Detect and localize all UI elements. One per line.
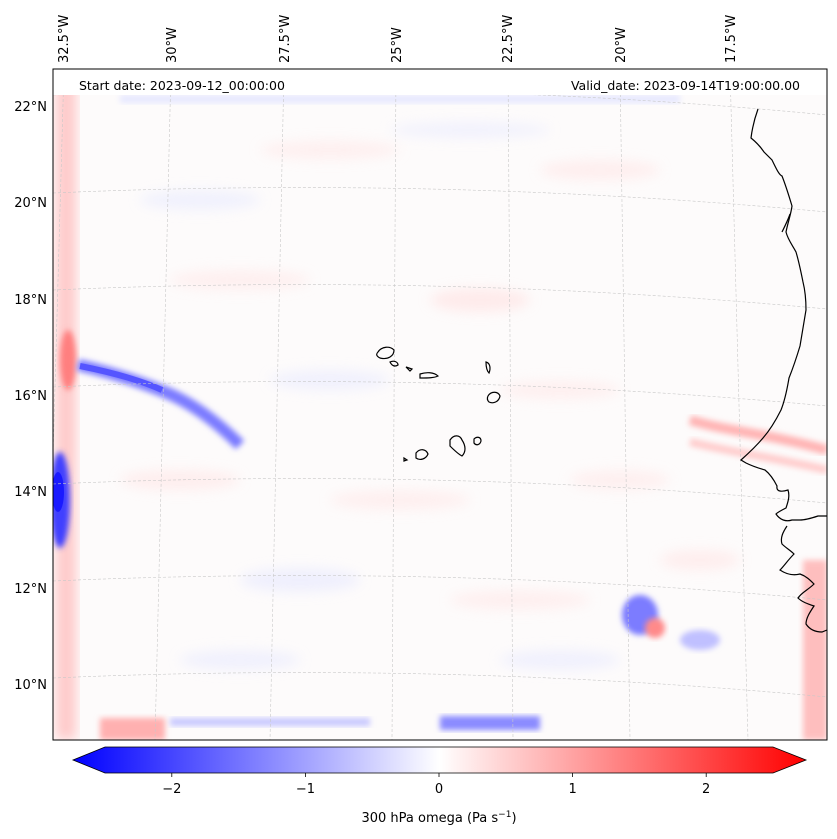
lon-label-27-5w: 27.5°W <box>278 15 293 63</box>
start-date-label: Start date: 2023-09-12_00:00:00 <box>79 78 285 93</box>
coastline <box>739 108 828 633</box>
lon-label-17-5w: 17.5°W <box>724 15 739 63</box>
lon-label-25w: 25°W <box>390 27 405 63</box>
latitude-labels: 22°N 20°N 18°N 16°N 14°N 12°N 10°N <box>14 100 47 693</box>
omega-field <box>53 69 827 740</box>
lat-label-20n: 20°N <box>14 196 47 211</box>
colorbar-tick-label: −1 <box>296 782 315 797</box>
colorbar-ticks: −2 −1 0 1 2 <box>162 773 710 797</box>
colorbar-tick-label: −2 <box>162 782 181 797</box>
colorbar-label: 300 hPa omega (Pa s−1) <box>361 810 516 826</box>
colorbar-gradient <box>71 746 808 774</box>
lat-label-16n: 16°N <box>14 389 47 404</box>
lon-label-20w: 20°W <box>614 27 629 63</box>
map-frame <box>52 68 828 741</box>
lat-label-18n: 18°N <box>14 293 47 308</box>
lat-label-10n: 10°N <box>14 678 47 693</box>
colorbar-tick-label: 2 <box>702 782 710 797</box>
lon-label-32-5w: 32.5°W <box>57 15 72 63</box>
header-strip <box>53 69 827 95</box>
colorbar-tick-label: 1 <box>568 782 576 797</box>
lon-label-22-5w: 22.5°W <box>501 15 516 63</box>
lat-label-12n: 12°N <box>14 582 47 597</box>
lat-label-14n: 14°N <box>14 485 47 500</box>
colorbar: −2 −1 0 1 2 300 hPa omega (Pa s−1) <box>71 746 808 826</box>
colorbar-tick-label: 0 <box>435 782 443 797</box>
lat-label-22n: 22°N <box>14 100 47 115</box>
longitude-labels: 32.5°W 30°W 27.5°W 25°W 22.5°W 20°W 17.5… <box>57 15 739 63</box>
cape-verde-islands <box>376 346 501 462</box>
map-panel: Start date: 2023-09-12_00:00:00 Valid_da… <box>52 68 828 741</box>
valid-date-label: Valid_date: 2023-09-14T19:00:00.00 <box>571 78 800 93</box>
lon-label-30w: 30°W <box>165 27 180 63</box>
